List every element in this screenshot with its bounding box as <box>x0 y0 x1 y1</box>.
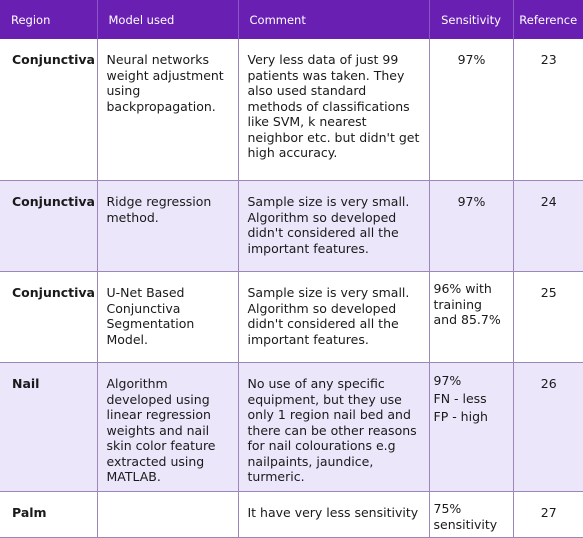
cell-model: U-Net Based Conjunctiva Segmentation Mod… <box>97 271 239 363</box>
table-body: Conjunctiva Neural networks weight adjus… <box>0 39 583 538</box>
cell-reference: 26 <box>513 362 583 492</box>
header-row: Region Model used Comment Sensitivity Re… <box>0 0 583 39</box>
cell-reference: 23 <box>513 39 583 181</box>
cell-reference: 25 <box>513 271 583 363</box>
sensitivity-line: 97% <box>433 373 462 388</box>
sensitivity-line: 75% <box>433 501 462 516</box>
cell-sensitivity: 97% <box>429 180 514 272</box>
cell-sensitivity: 96% with training and 85.7% <box>429 271 514 363</box>
table-header: Region Model used Comment Sensitivity Re… <box>0 0 583 39</box>
sensitivity-line: and 85.7% <box>433 312 501 327</box>
cell-region: Conjunctiva <box>0 271 98 363</box>
cell-comment: Sample size is very small. Algorithm so … <box>238 180 430 272</box>
header-region: Region <box>0 0 98 39</box>
cell-model: Ridge regression method. <box>97 180 239 272</box>
table-row: Nail Algorithm developed using linear re… <box>0 362 583 492</box>
cell-model: Neural networks weight adjustment using … <box>97 39 239 181</box>
cell-region: Nail <box>0 362 98 492</box>
sensitivity-line: FN - less <box>433 391 487 406</box>
sensitivity-line: sensitivity <box>433 516 498 532</box>
cell-comment: Sample size is very small. Algorithm so … <box>238 271 430 363</box>
table-row: Conjunctiva Ridge regression method. Sam… <box>0 180 583 272</box>
table-row: Conjunctiva Neural networks weight adjus… <box>0 39 583 181</box>
sensitivity-line: FP - high <box>433 409 488 424</box>
cell-region: Conjunctiva <box>0 180 98 272</box>
cell-region: Conjunctiva <box>0 39 98 181</box>
header-comment: Comment <box>238 0 430 39</box>
cell-model: Algorithm developed using linear regress… <box>97 362 239 492</box>
header-model-used: Model used <box>97 0 239 39</box>
cell-sensitivity: 97% FN - less FP - high <box>429 362 514 492</box>
cell-comment: Very less data of just 99 patients was t… <box>238 39 430 181</box>
sensitivity-line: 96% with training <box>433 281 492 312</box>
cell-sensitivity: 97% <box>429 39 514 181</box>
cell-comment: No use of any specific equipment, but th… <box>238 362 430 492</box>
header-reference: Reference <box>513 0 583 39</box>
header-sensitivity: Sensitivity <box>429 0 514 39</box>
table-row: Conjunctiva U-Net Based Conjunctiva Segm… <box>0 271 583 363</box>
cell-reference: 24 <box>513 180 583 272</box>
